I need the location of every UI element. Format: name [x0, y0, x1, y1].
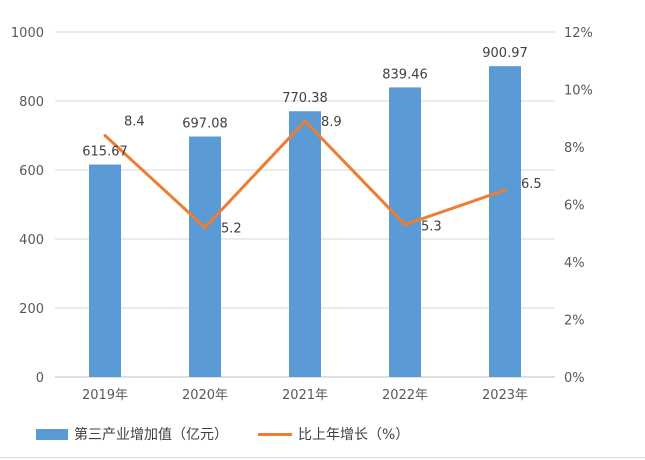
bar [389, 87, 421, 378]
y-left-tick-label: 1000 [11, 26, 44, 41]
line-point [403, 223, 407, 227]
data-labels: 615.67 697.08 770.38 839.46 900.97 8.4 5.2 8.9 5… [82, 46, 541, 236]
line-series [103, 118, 507, 230]
y-right-tick-label: 8% [564, 141, 585, 156]
y-right-tick-label: 4% [564, 256, 585, 271]
x-tick-label: 2021年 [282, 388, 328, 403]
line-value-label: 5.2 [221, 222, 242, 237]
line-value-label: 8.4 [124, 115, 145, 130]
line-value-label: 8.9 [321, 115, 342, 130]
legend-item-bar: 第三产业增加值（亿元） [36, 424, 228, 444]
legend-line-label: 比上年增长（%） [298, 427, 410, 443]
bar [289, 111, 321, 377]
bar [189, 136, 221, 377]
y-left-tick-label: 600 [19, 164, 44, 179]
axes: 0 200 400 600 800 1000 0% 2% 4% 6% 8% 10% 12% 2019年 20… [11, 26, 593, 403]
bottom-rule [0, 457, 645, 458]
line-point [503, 188, 507, 192]
line-point [203, 226, 207, 229]
bar-value-label: 770.38 [282, 91, 328, 106]
bar-value-label: 900.97 [482, 46, 528, 61]
legend-bar-label: 第三产业增加值（亿元） [74, 427, 228, 443]
line-value-label: 6.5 [521, 177, 542, 192]
legend-bar-swatch [36, 428, 68, 440]
bar-value-label: 839.46 [382, 67, 428, 82]
legend-line-swatch [258, 432, 292, 436]
y-right-tick-label: 10% [564, 84, 593, 99]
x-tick-label: 2020年 [182, 388, 228, 403]
y-left-tick-label: 800 [19, 95, 44, 110]
y-left-tick-label: 400 [19, 233, 44, 248]
legend-item-line: 比上年增长（%） [258, 424, 409, 444]
y-right-tick-label: 6% [564, 199, 585, 214]
line-value-label: 5.3 [421, 220, 442, 235]
bar-value-label: 697.08 [182, 117, 228, 132]
bar [89, 164, 121, 377]
y-right-tick-label: 12% [564, 26, 593, 41]
x-tick-label: 2023年 [482, 388, 528, 403]
bar-value-label: 615.67 [82, 145, 128, 160]
y-right-tick-label: 0% [564, 371, 585, 386]
bar [489, 66, 521, 378]
bar-series [89, 66, 521, 378]
x-tick-label: 2022年 [382, 388, 428, 403]
line-point [103, 134, 107, 137]
y-left-tick-label: 200 [19, 302, 44, 317]
y-right-tick-label: 2% [564, 314, 585, 329]
legend: 第三产业增加值（亿元） 比上年增长（%） [36, 424, 439, 444]
x-tick-label: 2019年 [82, 388, 128, 403]
y-left-tick-label: 0 [36, 371, 44, 386]
line-point [303, 119, 307, 123]
